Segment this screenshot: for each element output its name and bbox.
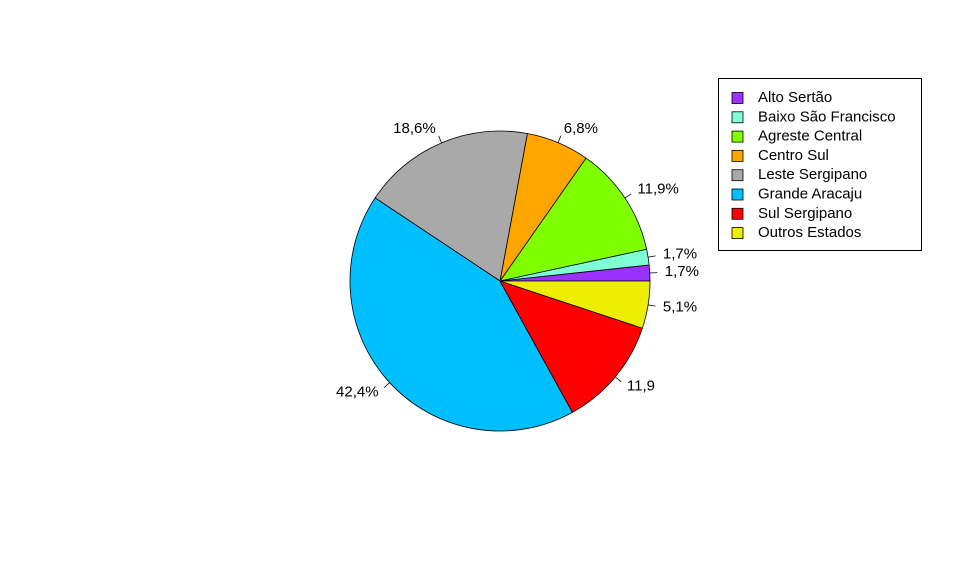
legend-label: Baixo São Francisco <box>758 108 896 125</box>
slice-label: 6,8% <box>564 120 598 137</box>
slice-label: 1,7% <box>665 263 699 280</box>
label-leader <box>615 376 622 382</box>
legend-swatch <box>731 111 744 124</box>
slice-label: 18,6% <box>393 120 436 137</box>
legend-swatch <box>731 169 744 182</box>
legend-box <box>718 78 922 251</box>
label-leader <box>557 135 562 143</box>
legend-swatch <box>731 188 744 201</box>
legend-swatch <box>731 207 744 220</box>
legend-label: Centro Sul <box>758 147 829 164</box>
legend-label: Grande Aracaju <box>758 185 862 202</box>
label-leader <box>648 304 656 307</box>
pie-slice <box>499 157 648 282</box>
pie-slice <box>349 197 573 432</box>
legend-swatch <box>731 149 744 162</box>
slice-label: 11,9% <box>637 181 678 198</box>
legend-label: Alto Sertão <box>758 89 832 106</box>
slice-label: 42,4% <box>336 384 379 401</box>
label-leader <box>624 193 632 199</box>
pie-slice <box>499 280 643 413</box>
legend-label: Sul Sergipano <box>758 205 852 222</box>
pie-slice <box>499 280 651 329</box>
label-leader <box>648 255 656 258</box>
slice-label: 11,9 <box>627 377 655 394</box>
slice-label: 5,1% <box>663 298 697 315</box>
label-leader <box>438 135 442 144</box>
legend-label: Agreste Central <box>758 128 862 145</box>
legend-swatch <box>731 227 744 240</box>
legend-swatch <box>731 130 744 143</box>
label-leader <box>383 382 390 388</box>
pie-slice <box>374 130 528 282</box>
legend-swatch <box>731 92 744 104</box>
slice-label: 1,7% <box>663 246 697 263</box>
legend-label: Outros Estados <box>758 224 861 241</box>
legend-label: Leste Sergipano <box>758 166 867 183</box>
